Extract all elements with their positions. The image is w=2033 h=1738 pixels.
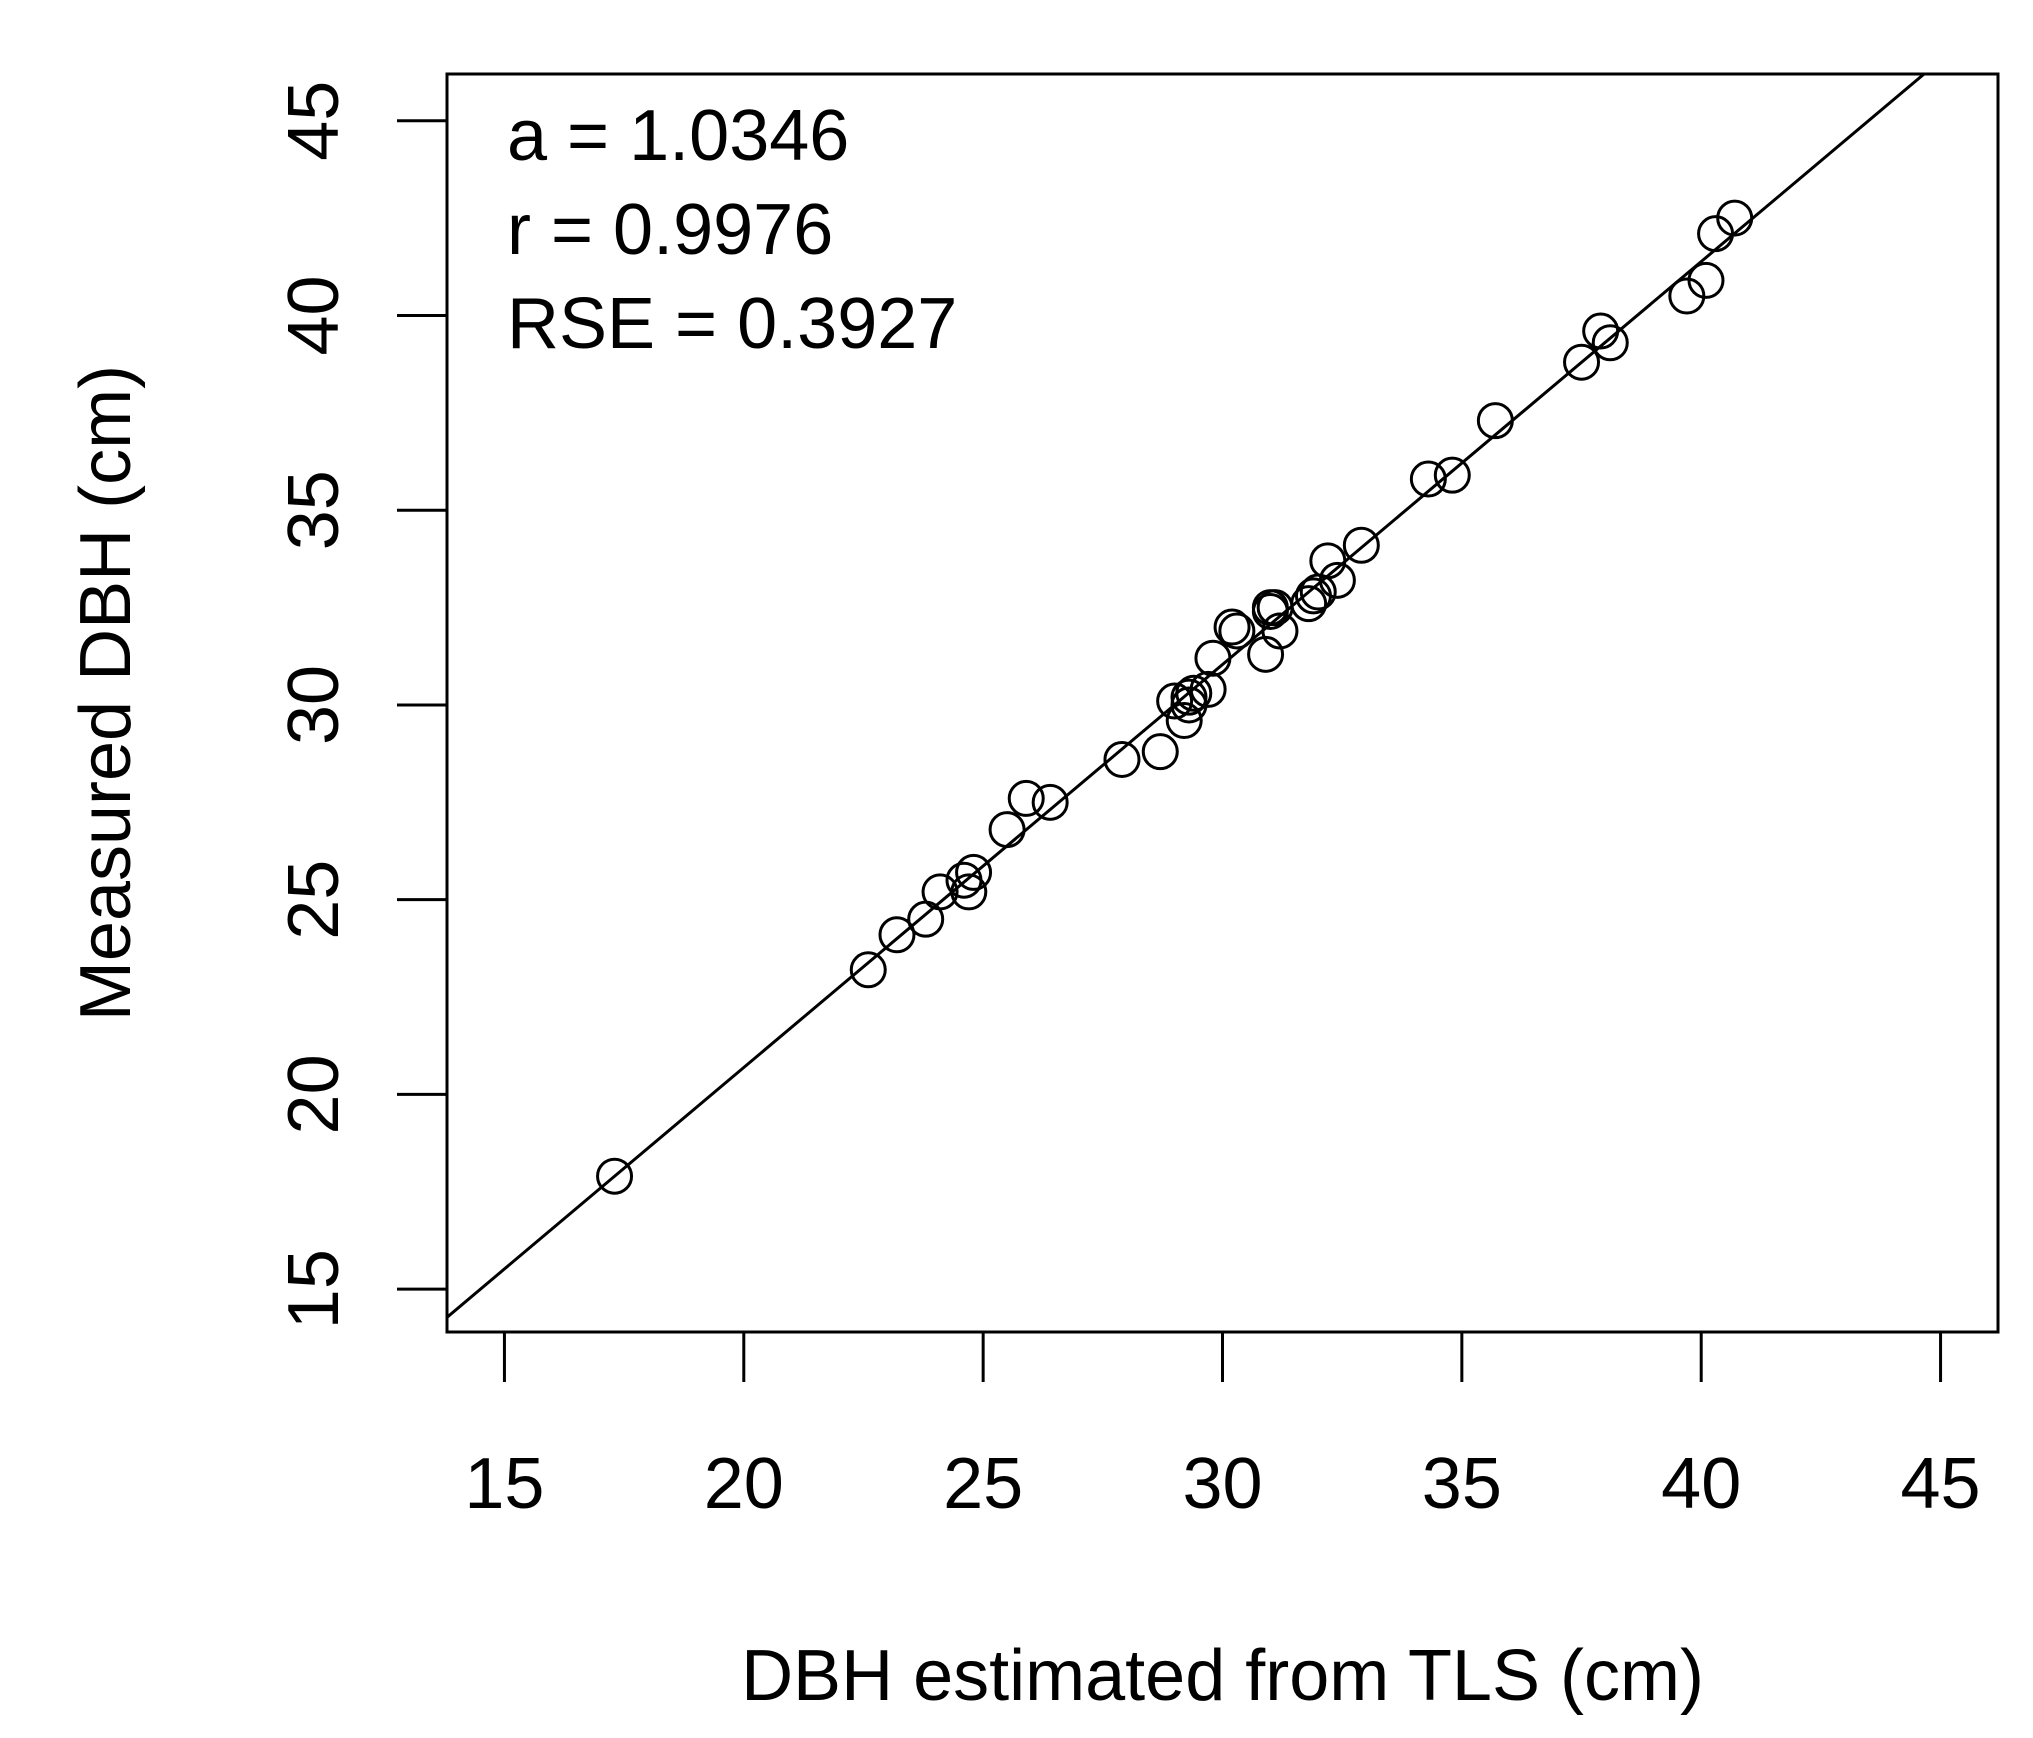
- data-point: [1309, 542, 1347, 580]
- y-tick-label: 35: [274, 470, 354, 550]
- data-point: [1189, 670, 1227, 708]
- data-point: [1165, 702, 1203, 740]
- y-axis: 15 20 25 30 35 40 45: [274, 81, 447, 1329]
- data-point: [1141, 733, 1179, 771]
- data-point: [1218, 612, 1256, 650]
- data-point: [1031, 783, 1069, 821]
- data-point: [878, 916, 916, 954]
- data-point: [1687, 261, 1725, 299]
- x-axis-title: DBH estimated from TLS (cm): [741, 1636, 1704, 1716]
- x-axis: 15 20 25 30 35 40 45: [464, 1332, 1981, 1524]
- data-point: [1318, 561, 1356, 599]
- fit-line: [447, 74, 1927, 1319]
- data-point: [849, 951, 887, 989]
- x-tick-label: 45: [1901, 1444, 1981, 1524]
- data-point: [1103, 740, 1141, 778]
- y-tick-label: 30: [274, 665, 354, 745]
- x-tick-label: 20: [704, 1444, 784, 1524]
- data-point: [1476, 402, 1514, 440]
- data-point: [1261, 612, 1299, 650]
- y-axis-title: Measured DBH (cm): [66, 365, 146, 1021]
- data-point: [1582, 312, 1620, 350]
- data-point: [950, 873, 988, 911]
- data-point: [955, 853, 993, 891]
- data-point: [596, 1157, 634, 1195]
- fit-line-group: [447, 74, 1927, 1319]
- data-point: [1175, 674, 1213, 712]
- y-tick-label: 20: [274, 1054, 354, 1134]
- data-point: [1213, 608, 1251, 646]
- data-points-group: [596, 199, 1754, 1195]
- x-tick-label: 15: [464, 1444, 544, 1524]
- data-point: [1156, 682, 1194, 720]
- data-point: [1290, 585, 1328, 623]
- y-tick-label: 40: [274, 275, 354, 355]
- data-point: [1170, 678, 1208, 716]
- annotation-group: a = 1.0346 r = 0.9976 RSE = 0.3927: [507, 96, 957, 364]
- x-tick-label: 40: [1661, 1444, 1741, 1524]
- data-point: [1433, 456, 1471, 494]
- data-point: [988, 811, 1026, 849]
- data-point: [1342, 526, 1380, 564]
- data-point: [1591, 324, 1629, 362]
- x-tick-label: 30: [1182, 1444, 1262, 1524]
- stat-annotation: RSE = 0.3927: [507, 284, 957, 364]
- data-point: [1409, 460, 1447, 498]
- stat-annotation: r = 0.9976: [507, 190, 833, 270]
- data-point: [1194, 639, 1232, 677]
- x-tick-label: 35: [1422, 1444, 1502, 1524]
- y-tick-label: 45: [274, 81, 354, 161]
- data-point: [1007, 779, 1045, 817]
- y-tick-label: 25: [274, 860, 354, 940]
- x-tick-label: 25: [943, 1444, 1023, 1524]
- stat-annotation: a = 1.0346: [507, 96, 849, 176]
- y-tick-label: 15: [274, 1249, 354, 1329]
- data-point: [1563, 343, 1601, 381]
- data-point: [921, 873, 959, 911]
- data-point: [1716, 199, 1754, 237]
